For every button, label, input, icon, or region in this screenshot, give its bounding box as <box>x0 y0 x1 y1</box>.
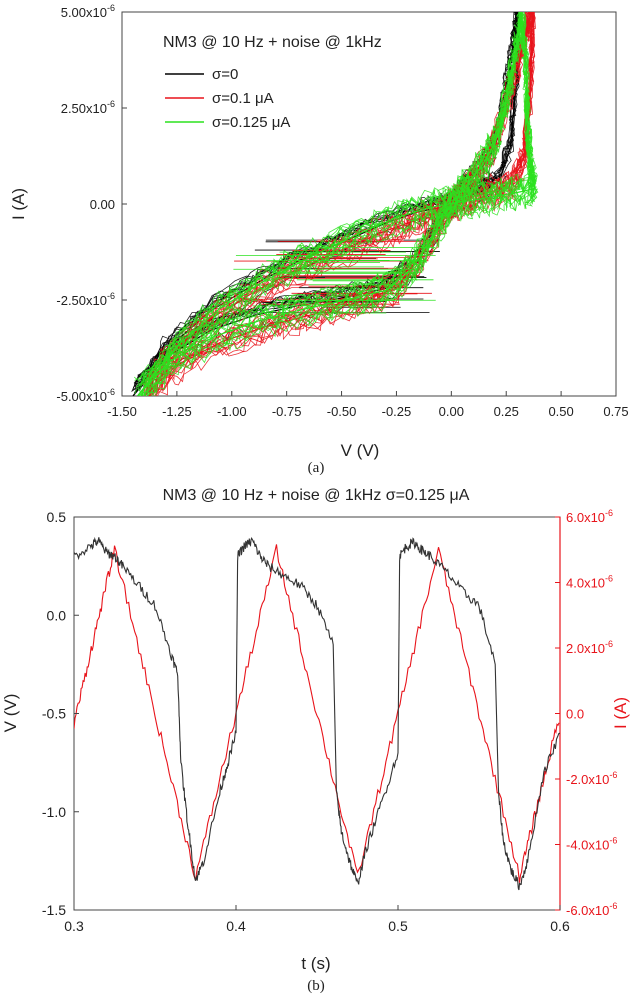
chart-b-xlabel: t (s) <box>301 954 330 973</box>
legend-label-0: σ=0 <box>212 66 238 83</box>
chart-b-ytick-label: -1.0 <box>42 804 66 820</box>
chart-b-frame <box>73 516 561 911</box>
chart-a-xtick-label: -1.50 <box>107 404 137 419</box>
chart-b-xtick-label: 0.6 <box>550 918 570 934</box>
chart-a-xtick-label: -0.75 <box>272 404 302 419</box>
chart-b-ylabel-left: V (V) <box>1 694 20 733</box>
panel-b-caption: (b) <box>307 978 325 994</box>
chart-b-ytick-label: -0.5 <box>42 706 66 722</box>
chart-a-ytick-label: 5.00x10-6 <box>61 3 115 20</box>
chart-a-xtick-label: 0.25 <box>494 404 519 419</box>
chart-a-series-2-trace <box>136 12 537 388</box>
chart-a-series-2-trace <box>138 12 537 391</box>
chart-b-xtick-label: 0.5 <box>388 918 408 934</box>
chart-b-right-tick-label: 4.0x10-6 <box>566 574 613 591</box>
chart-a-xtick-label: -0.25 <box>382 404 412 419</box>
chart-b-right-tick-label: -4.0x10-6 <box>566 836 617 853</box>
chart-a-xtick-label: -0.50 <box>327 404 357 419</box>
chart-a-title: NM3 @ 10 Hz + noise @ 1kHz <box>163 34 382 51</box>
chart-a-ytick-label: 0.00 <box>90 197 115 212</box>
chart-b-xtick-label: 0.4 <box>226 918 246 934</box>
chart-a-ytick-label: -2.50x10-6 <box>56 291 115 308</box>
chart-b-right-tick-label: -2.0x10-6 <box>566 770 617 787</box>
legend-label-1: σ=0.1 μA <box>212 90 274 107</box>
chart-a-series-1-trace <box>151 15 536 396</box>
chart-a-legend: σ=0 σ=0.1 μA σ=0.125 μA <box>165 66 290 131</box>
chart-b-right-tick-label: 0.0 <box>566 707 584 722</box>
chart-b: 0.3 0.4 0.5 0.6 -1.5 -1.0 -0.5 0.0 0.5 -6.0x10-… <box>1 487 630 994</box>
chart-a-xtick-label: -1.00 <box>217 404 247 419</box>
chart-b-right-tick-label: 2.0x10-6 <box>566 639 613 656</box>
panel-a-caption: (a) <box>308 460 325 476</box>
chart-a-series-2-trace <box>139 12 536 391</box>
chart-a-series-2-trace <box>137 12 537 396</box>
chart-b-xtick-label: 0.3 <box>64 918 84 934</box>
chart-a-series-1-trace <box>145 12 533 396</box>
chart-b-right-tick-label: 6.0x10-6 <box>566 508 613 525</box>
chart-b-ytick-label: -1.5 <box>42 902 66 918</box>
chart-a-xtick-label: 0.50 <box>548 404 573 419</box>
chart-a-series-2 <box>136 12 536 396</box>
chart-a-xtick-label: 0.75 <box>603 404 628 419</box>
chart-b-ytick-label: 0.0 <box>47 607 67 623</box>
chart-b-voltage-series <box>74 536 560 891</box>
chart-b-current-series <box>74 544 560 883</box>
chart-a: -1.50 -1.25 -1.00 -0.75 -0.50 -0.25 0.00 0.25 0.… <box>9 3 629 476</box>
chart-b-right-tick-label: -6.0x10-6 <box>566 901 617 918</box>
chart-a-ytick-label: 2.50x10-6 <box>61 99 115 116</box>
chart-a-series-2-trace <box>134 12 538 395</box>
chart-a-ylabel: I (A) <box>9 188 28 220</box>
legend-label-2: σ=0.125 μA <box>212 114 290 131</box>
chart-a-xtick-label: 0.00 <box>439 404 464 419</box>
chart-b-title: NM3 @ 10 Hz + noise @ 1kHz σ=0.125 μA <box>163 487 470 504</box>
chart-b-ytick-label: 0.5 <box>47 509 67 525</box>
chart-a-xlabel: V (V) <box>341 441 380 460</box>
chart-a-ytick-label: -5.00x10-6 <box>56 387 115 404</box>
chart-a-xtick-label: -1.25 <box>162 404 192 419</box>
chart-b-ylabel-right: I (A) <box>611 697 630 729</box>
